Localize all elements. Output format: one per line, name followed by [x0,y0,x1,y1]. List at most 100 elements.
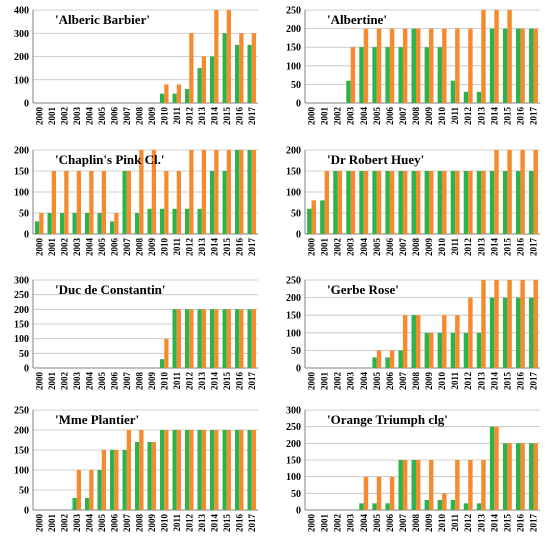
bar-orange-2008 [139,150,144,234]
x-tick-label: 2003 [72,107,82,126]
x-tick-label: 2011 [450,107,460,125]
x-tick-label: 2014 [209,238,219,257]
x-tick-label: 2003 [72,372,82,391]
x-tick-label: 2014 [489,514,499,533]
bar-orange-2012 [468,28,473,104]
y-tick-label: 200 [14,305,29,316]
bar-orange-2011 [176,84,181,103]
chart-title: 'Chaplin's Pink Cl.' [55,152,164,167]
x-tick-label: 2006 [109,238,119,257]
x-tick-label: 2003 [72,514,82,533]
bar-green-2009 [424,500,430,510]
bar-green-2012 [185,208,190,234]
y-tick-label: 0 [296,230,301,241]
x-tick-label: 2007 [398,514,408,533]
bar-orange-2008 [415,171,421,234]
x-tick-label: 2013 [476,372,486,391]
bar-orange-2005 [376,476,382,510]
y-tick-label: 300 [14,29,29,40]
bar-green-2017 [529,297,534,368]
x-tick-label: 2017 [528,107,538,126]
chart-panel: 0 50 100 150 200 2000 2001 2002 2003 2004 2005 2006… [14,146,258,257]
x-tick-label: 2007 [122,238,132,257]
x-tick-label: 2012 [184,107,194,126]
chart-title: 'Gerbe Rose' [327,282,399,297]
y-tick-label: 200 [14,426,29,437]
x-tick-label: 2010 [159,238,169,257]
x-tick-label: 2015 [502,237,512,256]
x-tick-label: 2017 [247,514,257,533]
x-tick-label: 2017 [528,514,538,533]
chart-title: 'Duc de Constantin' [55,282,166,297]
x-tick-label: 2011 [172,107,182,125]
y-tick-label: 50 [291,80,301,91]
bar-orange-2004 [363,28,369,104]
bar-orange-2005 [376,28,382,104]
bar-orange-2002 [64,171,69,234]
bar-green-2015 [502,28,508,104]
x-tick-label: 2006 [109,107,119,126]
bar-green-2014 [210,309,215,368]
x-tick-label: 2013 [476,514,486,533]
bar-green-2006 [110,450,115,510]
x-tick-label: 2001 [47,514,57,533]
y-tick-label: 0 [296,506,301,517]
bar-orange-2006 [389,350,395,368]
bar-green-2008 [411,460,416,510]
bar-green-2015 [222,430,227,510]
bar-orange-2017 [533,150,538,234]
bar-orange-2004 [89,171,94,234]
bar-orange-2015 [226,150,231,234]
x-tick-label: 2002 [333,514,343,533]
x-tick-label: 2004 [84,514,94,533]
x-tick-label: 2000 [307,238,317,257]
x-tick-label: 2004 [359,372,369,391]
bar-green-2005 [97,470,102,510]
x-tick-label: 2009 [424,238,434,257]
bar-green-2016 [515,443,521,510]
chart-title: 'Albertine' [327,12,387,27]
x-tick-label: 2002 [59,238,69,257]
x-tick-label: 2002 [59,372,69,391]
bar-green-2006 [385,357,390,368]
x-tick-label: 2012 [463,107,473,126]
x-tick-label: 2013 [476,238,486,257]
bar-orange-2003 [76,171,81,234]
bar-green-2000 [35,221,40,234]
bar-orange-2005 [376,350,382,368]
y-tick-label: 50 [19,349,29,360]
bar-green-2017 [247,309,252,368]
x-tick-label: 2006 [109,372,119,391]
y-tick-label: 0 [24,364,29,375]
x-tick-label: 2011 [172,372,182,390]
bar-green-2015 [502,443,508,510]
bar-orange-2000 [311,200,316,234]
x-tick-label: 2002 [333,107,343,126]
bar-green-2006 [385,47,390,103]
bar-orange-2014 [494,10,499,103]
bar-orange-2004 [363,171,369,234]
bar-green-2009 [424,171,430,234]
bar-green-2004 [85,498,90,510]
x-tick-label: 2015 [502,106,512,125]
bar-green-2011 [172,309,177,368]
bar-orange-2010 [442,315,447,368]
bar-orange-2009 [429,460,434,510]
bar-green-2008 [135,213,140,234]
bar-green-2014 [489,297,495,368]
x-tick-label: 2005 [97,238,107,257]
y-tick-label: 0 [24,506,29,517]
bar-green-2007 [398,171,403,234]
bar-green-2005 [372,503,377,510]
bar-orange-2015 [507,150,512,234]
x-tick-label: 2006 [109,514,119,533]
bar-green-2012 [185,430,190,510]
y-tick-label: 400 [14,6,29,17]
bar-green-2003 [72,213,77,234]
x-tick-label: 2001 [320,238,330,257]
bar-orange-2012 [468,171,473,234]
bar-green-2003 [346,171,351,234]
x-tick-label: 2005 [372,238,382,257]
bar-orange-2005 [376,171,382,234]
bar-green-2014 [489,28,495,104]
